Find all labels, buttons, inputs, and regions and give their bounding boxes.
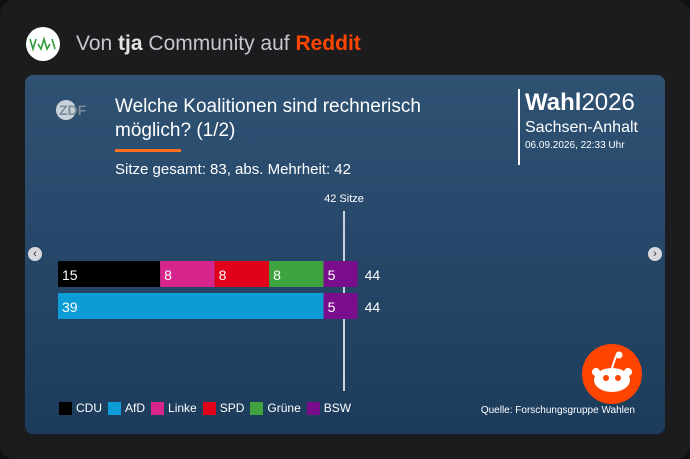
- next-slide-button[interactable]: ›: [648, 247, 662, 261]
- zdf-logo-text: ZDF: [59, 102, 87, 118]
- legend-swatch: [59, 401, 72, 415]
- bar-segment-label: 8: [219, 267, 227, 283]
- bar-segment-linke: [160, 261, 215, 287]
- bar-segment-grüne: [269, 261, 324, 287]
- community-name[interactable]: tja: [118, 32, 143, 55]
- legend-item: CDU: [59, 401, 102, 415]
- bar-segment-label: 5: [328, 299, 336, 315]
- coalition-total-label: 44: [365, 299, 381, 315]
- legend-label: CDU: [76, 401, 102, 415]
- prev-slide-button[interactable]: ‹: [28, 247, 42, 261]
- election-graphic: ZDF Welche Koalitionen sind rechnerisch …: [25, 75, 665, 434]
- legend-item: Linke: [151, 401, 197, 415]
- legend-item: AfD: [108, 401, 145, 415]
- header-text: Von tja Community auf Reddit: [76, 32, 361, 56]
- coalition-total-label: 44: [365, 267, 381, 283]
- chart-legend: CDU AfD Linke SPD Grüne BSW: [59, 401, 357, 415]
- legend-swatch: [202, 401, 216, 415]
- bar-segment-label: 15: [62, 267, 78, 283]
- legend-item: SPD: [202, 401, 245, 415]
- wahl-year: 2026: [581, 89, 635, 116]
- platform-name[interactable]: Reddit: [295, 32, 361, 55]
- bar-segment-label: 8: [273, 267, 281, 283]
- legend-item: BSW: [306, 401, 352, 415]
- election-badge: Wahl2026 Sachsen-Anhalt 06.09.2026, 22:3…: [518, 89, 638, 165]
- title-underline: [115, 149, 181, 152]
- bar-segment-afd: [58, 293, 324, 319]
- bar-segment-bsw: [323, 261, 358, 287]
- chevron-left-icon: ‹: [33, 248, 37, 260]
- legend-item: Grüne: [250, 401, 301, 415]
- source-note: Quelle: Forschungsgruppe Wahlen: [480, 405, 635, 416]
- wahl-date: 06.09.2026, 22:33 Uhr: [525, 140, 625, 151]
- chart-subtitle: Sitze gesamt: 83, abs. Mehrheit: 42: [115, 161, 351, 178]
- wahl-bold: Wahl: [525, 89, 582, 116]
- header-middle: Community auf: [142, 32, 296, 55]
- header-prefix: Von: [76, 32, 119, 55]
- bar-segment-cdu: [58, 261, 161, 287]
- bar-segment-label: 39: [62, 299, 78, 315]
- bar-segment-label: 8: [164, 267, 172, 283]
- bar-segment-bsw: [323, 293, 358, 319]
- legend-swatch: [250, 401, 264, 415]
- community-avatar[interactable]: [26, 27, 60, 61]
- chevron-right-icon: ›: [653, 248, 657, 260]
- chart-title: Welche Koalitionen sind rechnerisch mögl…: [115, 96, 421, 141]
- legend-label: Linke: [168, 401, 197, 415]
- legend-swatch: [108, 401, 121, 415]
- wahl-region: Sachsen-Anhalt: [525, 119, 638, 136]
- legend-label: SPD: [219, 401, 245, 415]
- legend-label: Grüne: [267, 401, 301, 415]
- bar-segment-label: 5: [328, 267, 336, 283]
- community-logo-icon: [29, 36, 56, 52]
- legend-swatch: [151, 401, 165, 415]
- zdf-logo-icon: ZDF: [56, 100, 87, 120]
- reddit-snoo-icon: [582, 344, 642, 404]
- legend-label: BSW: [323, 401, 352, 415]
- bar-segment-spd: [214, 261, 270, 287]
- coalition-chart: 42 Sitze 15 8 8 8 5 44 39 5 44: [58, 193, 381, 391]
- legend-swatch: [306, 401, 320, 415]
- legend-label: AfD: [125, 401, 146, 415]
- majority-threshold-label: 42 Sitze: [324, 193, 364, 205]
- wahl-title: Wahl2026: [525, 89, 638, 117]
- card-header: Von tja Community auf Reddit: [26, 27, 361, 61]
